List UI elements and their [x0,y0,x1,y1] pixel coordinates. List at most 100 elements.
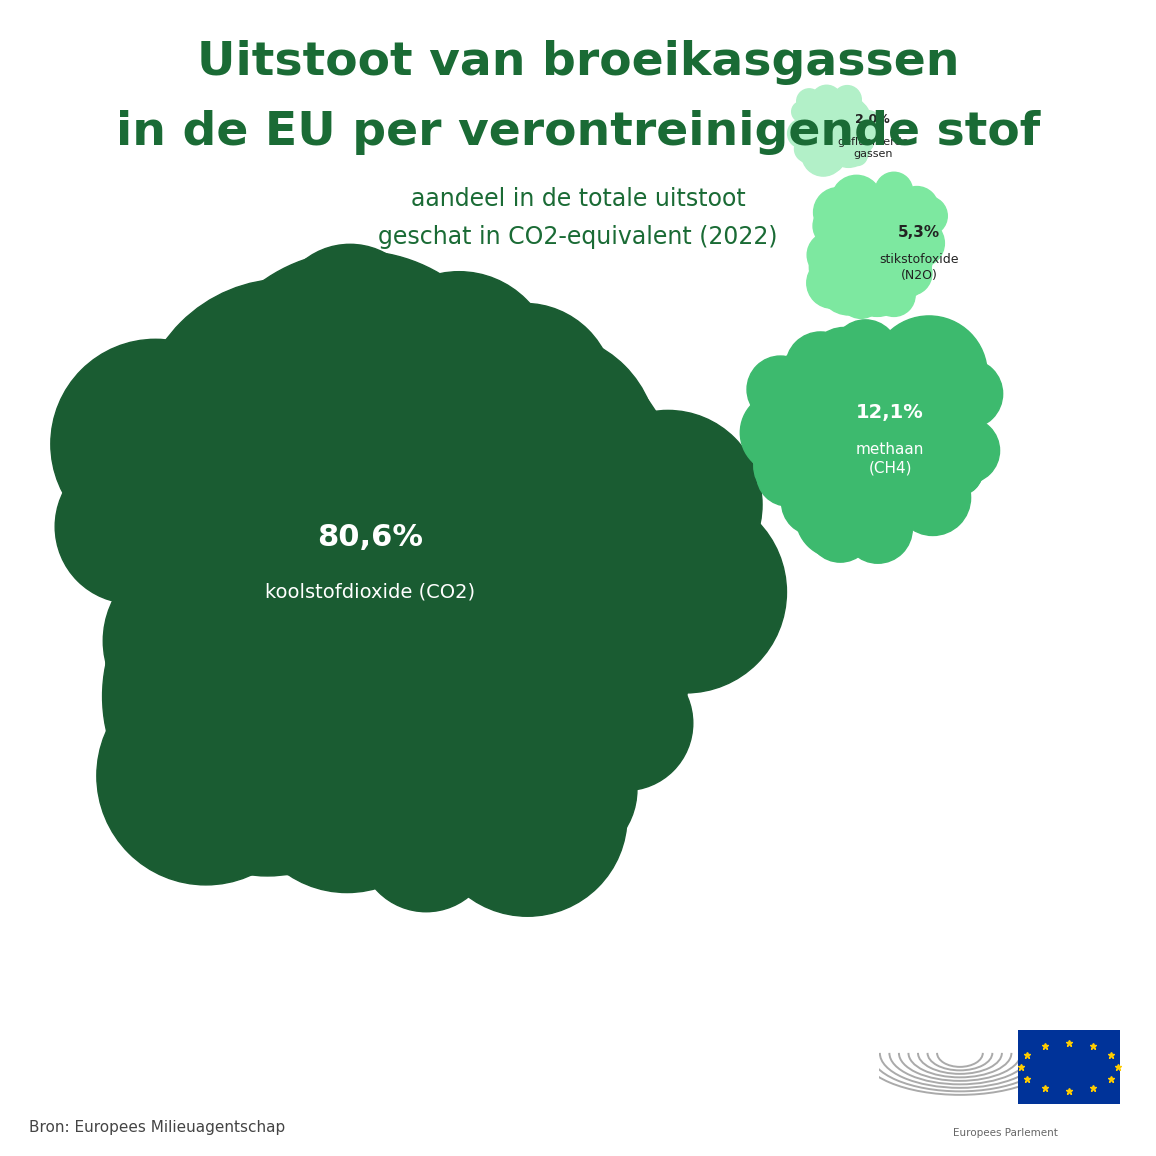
Circle shape [873,274,916,317]
Circle shape [796,89,822,113]
Circle shape [169,314,421,566]
Circle shape [153,557,385,790]
Circle shape [833,86,861,113]
Circle shape [808,424,880,496]
Circle shape [860,351,932,423]
Circle shape [350,490,618,758]
Circle shape [891,320,971,400]
Circle shape [276,244,424,392]
Circle shape [799,144,818,164]
Circle shape [301,704,483,887]
Circle shape [844,495,912,563]
Text: Europees Parlement: Europees Parlement [954,1128,1058,1138]
Circle shape [794,135,821,162]
Circle shape [872,369,942,439]
Circle shape [872,417,963,510]
Circle shape [875,172,912,209]
Text: 80,6%: 80,6% [317,523,423,553]
Circle shape [795,474,880,558]
Circle shape [333,323,572,563]
Circle shape [757,378,858,479]
Circle shape [406,346,675,615]
Circle shape [365,386,564,586]
Circle shape [436,423,653,640]
Circle shape [880,254,925,299]
Circle shape [557,550,690,683]
Circle shape [358,777,494,912]
Circle shape [800,385,911,496]
Circle shape [230,290,362,422]
Circle shape [861,385,953,476]
Circle shape [391,434,640,683]
Circle shape [406,333,618,547]
Circle shape [831,99,854,123]
Text: gefluoreerde
gassen: gefluoreerde gassen [837,136,909,160]
Circle shape [926,438,984,496]
Circle shape [781,469,847,535]
Circle shape [855,133,874,151]
Circle shape [831,176,882,225]
Circle shape [301,307,502,509]
Circle shape [103,551,283,731]
Circle shape [783,455,862,535]
Circle shape [809,332,934,457]
Text: 2,0%: 2,0% [855,112,890,126]
Circle shape [813,205,857,247]
Circle shape [202,355,335,489]
Circle shape [787,384,896,494]
Circle shape [802,133,845,176]
Text: 5,3%: 5,3% [898,225,940,239]
Circle shape [897,220,944,267]
Circle shape [874,191,909,227]
Circle shape [821,197,925,301]
Circle shape [933,360,1002,429]
Circle shape [895,186,939,230]
Circle shape [106,408,381,684]
Circle shape [440,324,586,469]
Circle shape [310,509,506,705]
Circle shape [364,479,539,653]
Circle shape [851,116,880,146]
Circle shape [831,104,854,128]
Circle shape [203,431,482,711]
Circle shape [855,111,881,136]
Circle shape [242,681,453,892]
Circle shape [895,460,971,535]
Circle shape [274,334,457,517]
Circle shape [829,113,855,140]
Circle shape [832,320,898,386]
Circle shape [873,355,936,417]
Circle shape [858,240,916,298]
Circle shape [133,608,401,876]
Circle shape [807,258,858,309]
Circle shape [198,608,461,872]
Circle shape [901,247,932,279]
Circle shape [882,229,922,268]
Circle shape [558,655,692,791]
Circle shape [823,440,906,524]
Circle shape [753,366,815,429]
Circle shape [825,255,869,301]
Text: in de EU per verontreinigende stof: in de EU per verontreinigende stof [116,110,1040,155]
Circle shape [206,622,414,830]
Circle shape [427,546,617,736]
Circle shape [798,117,833,151]
Circle shape [808,135,837,164]
Circle shape [835,97,867,129]
Circle shape [835,195,909,269]
Text: geschat in CO2-equivalent (2022): geschat in CO2-equivalent (2022) [378,225,778,250]
Circle shape [779,346,955,521]
Circle shape [183,417,497,733]
Circle shape [801,102,864,164]
Circle shape [303,299,600,596]
Circle shape [747,356,814,423]
Circle shape [808,327,880,399]
Circle shape [817,240,889,312]
Circle shape [812,247,855,291]
Circle shape [808,497,873,562]
Circle shape [756,399,846,490]
Text: koolstofdioxide (CO2): koolstofdioxide (CO2) [265,583,475,601]
FancyBboxPatch shape [1018,1030,1120,1104]
Circle shape [827,123,870,168]
Circle shape [573,410,762,599]
